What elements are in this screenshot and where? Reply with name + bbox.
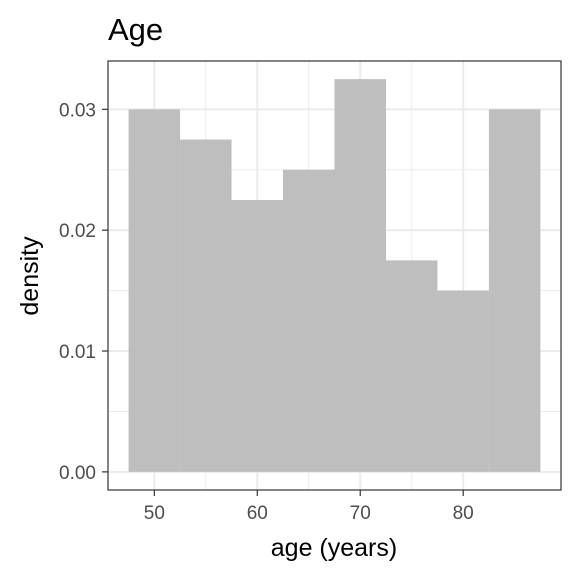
histogram-bars: [128, 79, 541, 472]
histogram-bar: [283, 169, 335, 472]
panel-border: [107, 60, 562, 491]
y-tick-label: 0.02: [59, 221, 96, 242]
x-tick-label: 50: [144, 503, 165, 524]
x-tick-label: 70: [350, 503, 371, 524]
histogram-bar: [437, 290, 489, 472]
y-tick-label: 0.01: [59, 342, 96, 363]
histogram-bar: [180, 139, 232, 472]
histogram-bar: [334, 79, 386, 472]
x-axis: 50 60 70 80: [144, 490, 474, 524]
histogram-bar: [128, 109, 181, 472]
histogram-bar: [231, 199, 284, 472]
histogram-bar: [385, 260, 438, 472]
x-tick-label: 60: [247, 503, 268, 524]
y-tick-label: 0.03: [59, 100, 96, 121]
y-tick-label: 0.00: [59, 463, 96, 484]
x-axis-title: age (years): [271, 534, 397, 562]
y-axis: 0.00 0.01 0.02 0.03: [59, 100, 108, 484]
chart-title: Age: [108, 12, 163, 47]
histogram-bar: [488, 109, 541, 472]
y-axis-title: density: [16, 236, 44, 316]
x-tick-label: 80: [453, 503, 474, 524]
